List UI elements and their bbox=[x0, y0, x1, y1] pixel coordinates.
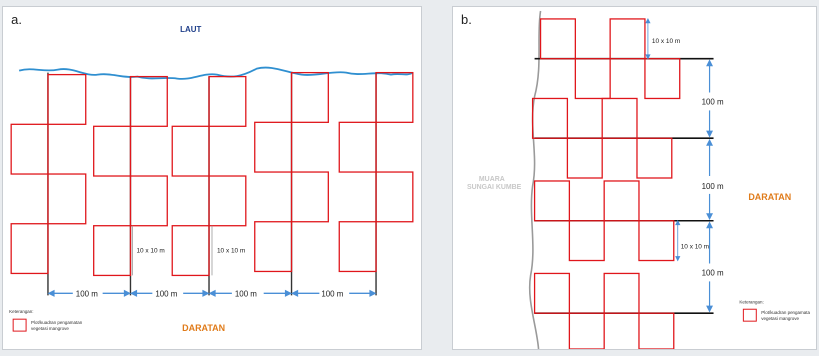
plot-quadrat bbox=[47, 73, 87, 125]
arrow-head bbox=[706, 130, 714, 138]
distance-label: 100 m bbox=[321, 289, 343, 298]
plot-quadrat bbox=[375, 71, 414, 123]
plot-quadrat bbox=[290, 71, 329, 123]
plot-quadrat bbox=[338, 221, 377, 273]
plot-quadrat bbox=[10, 223, 49, 275]
plot-size-label: 10 x 10 m bbox=[136, 248, 164, 255]
legend-heading: Keterangan: bbox=[9, 309, 33, 314]
distance-arrows bbox=[47, 289, 377, 297]
arrow-head bbox=[706, 213, 714, 221]
plot-quadrat bbox=[531, 97, 569, 139]
legend-text-line2: vegetasi mangrove bbox=[761, 316, 799, 321]
arrow-head bbox=[645, 54, 651, 60]
panel-b-label: b. bbox=[461, 12, 472, 27]
plot-quadrat bbox=[93, 225, 132, 277]
plot-quadrat bbox=[129, 75, 168, 127]
distance-label: 100 m bbox=[702, 97, 724, 106]
plot-quadrat bbox=[47, 173, 87, 225]
transect-lines bbox=[534, 57, 714, 315]
plot-quadrat bbox=[636, 137, 673, 179]
plot-quadrat bbox=[290, 171, 329, 223]
panel-b-diagram: b. MUARA SUNGAI KUMBE bbox=[461, 10, 810, 349]
plot-size-markers bbox=[645, 18, 681, 262]
sea-label: LAUT bbox=[180, 25, 201, 34]
river-bank bbox=[528, 10, 542, 349]
distance-label: 100 m bbox=[702, 182, 724, 191]
plot-quadrat bbox=[171, 125, 210, 177]
arrow-head bbox=[284, 289, 292, 297]
plot-group bbox=[10, 71, 414, 277]
plot-quadrat bbox=[171, 225, 210, 277]
plot-quadrat bbox=[254, 221, 293, 273]
legend-plot-swatch bbox=[12, 318, 27, 332]
arrow-head bbox=[208, 289, 216, 297]
panel-b: b. MUARA SUNGAI KUMBE bbox=[452, 6, 817, 350]
plot-quadrat bbox=[609, 18, 646, 60]
distance-label: 100 m bbox=[76, 289, 98, 298]
panel-a: a. LAUT bbox=[2, 6, 422, 350]
arrow-head bbox=[675, 256, 681, 262]
arrow-head bbox=[675, 219, 681, 226]
plot-quadrat bbox=[533, 180, 571, 222]
arrow-head bbox=[202, 289, 210, 297]
plot-quadrat bbox=[638, 220, 675, 262]
plot-quadrat bbox=[10, 123, 49, 175]
legend-text-line2: vegetasi mangrove bbox=[31, 326, 69, 331]
panel-a-label: a. bbox=[11, 12, 22, 27]
arrow-head bbox=[123, 289, 131, 297]
plot-size-markers bbox=[132, 225, 213, 276]
distance-label: 100 m bbox=[155, 289, 177, 298]
panel-a-diagram: a. LAUT bbox=[9, 12, 414, 333]
plot-quadrat bbox=[129, 175, 168, 227]
coastline bbox=[18, 66, 414, 80]
distance-arrows bbox=[706, 59, 714, 313]
plot-quadrat bbox=[338, 121, 377, 173]
arrow-head bbox=[706, 221, 714, 229]
land-label: DARATAN bbox=[748, 192, 791, 202]
plot-quadrat bbox=[375, 171, 414, 223]
arrow-head bbox=[291, 289, 299, 297]
legend-text-line1: Plot/kuadran pengamata bbox=[761, 310, 810, 315]
plot-quadrat bbox=[603, 272, 640, 314]
plot-quadrat bbox=[568, 220, 605, 262]
plot-quadrat bbox=[254, 121, 293, 173]
river-label-line2: SUNGAI KUMBE bbox=[467, 184, 522, 191]
legend-heading: Keterangan: bbox=[739, 299, 763, 304]
plot-size-label: 10 x 10 m bbox=[652, 38, 680, 45]
legend: Keterangan: Plot/kuadran pengamata veget… bbox=[739, 299, 810, 322]
arrow-head bbox=[47, 289, 55, 297]
legend-text-line1: Plot/kuadran pengamatan bbox=[31, 320, 83, 325]
plot-quadrat bbox=[533, 272, 571, 314]
plot-quadrat bbox=[93, 125, 132, 177]
plot-size-label: 10 x 10 m bbox=[217, 248, 245, 255]
arrow-head bbox=[645, 18, 651, 24]
land-label: DARATAN bbox=[182, 323, 225, 333]
arrow-head bbox=[706, 138, 714, 146]
legend: Keterangan: Plot/kuadran pengamatan vege… bbox=[9, 309, 83, 332]
distance-label: 100 m bbox=[702, 268, 724, 277]
plot-quadrat bbox=[603, 180, 640, 222]
arrow-head bbox=[369, 289, 377, 297]
plot-quadrat bbox=[539, 18, 576, 60]
arrow-head bbox=[130, 289, 138, 297]
arrow-head bbox=[706, 305, 714, 313]
legend-plot-swatch bbox=[742, 308, 757, 322]
plot-quadrat bbox=[638, 312, 675, 349]
plot-size-label: 10 x 10 m bbox=[681, 244, 709, 251]
plot-group bbox=[531, 18, 681, 349]
arrow-head bbox=[706, 59, 714, 67]
plot-quadrat bbox=[566, 137, 603, 179]
distance-label: 100 m bbox=[235, 289, 257, 298]
plot-quadrat bbox=[208, 175, 247, 227]
plot-quadrat bbox=[601, 97, 638, 139]
plot-quadrat bbox=[574, 58, 611, 100]
plot-quadrat bbox=[568, 312, 605, 349]
river-label-line1: MUARA bbox=[479, 176, 505, 183]
plot-quadrat bbox=[644, 58, 681, 100]
plot-quadrat bbox=[208, 75, 247, 127]
